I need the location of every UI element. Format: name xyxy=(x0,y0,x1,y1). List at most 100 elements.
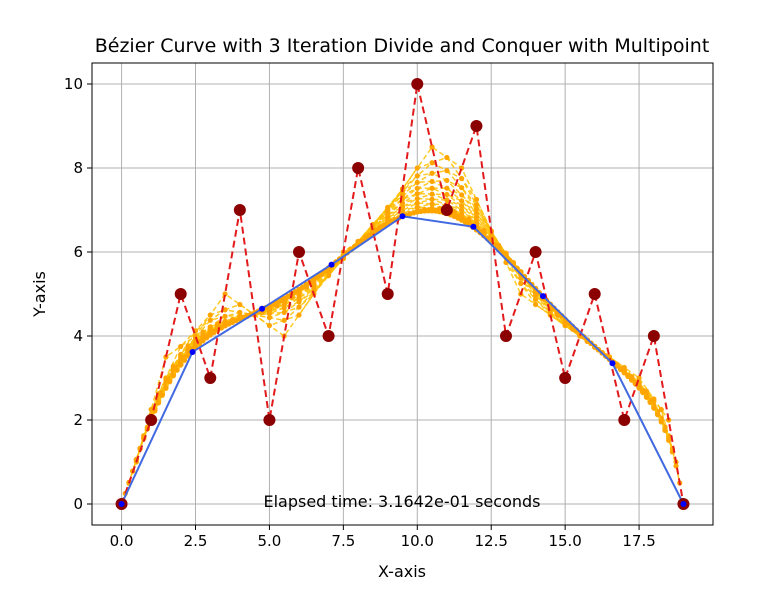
series-layer xyxy=(115,78,690,510)
intermediate-point xyxy=(296,299,302,305)
y-tick-label: 2 xyxy=(73,411,83,429)
curve-point xyxy=(609,360,616,367)
intermediate-point xyxy=(425,208,431,214)
intermediate-line xyxy=(409,207,677,463)
intermediate-point xyxy=(281,317,287,323)
intermediate-point xyxy=(459,207,465,213)
curve-point xyxy=(118,501,125,507)
x-tick-label: 15.0 xyxy=(548,532,581,550)
axis-ticks: 0.0 2.5 5.0 7.5 10.0 12.5 15.0 17.5 0 2 4 6 8 10 xyxy=(64,75,656,550)
intermediate-point xyxy=(473,206,480,212)
intermediate-point xyxy=(203,335,210,341)
intermediate-point xyxy=(532,301,539,308)
intermediate-point xyxy=(266,315,273,321)
intermediate-point xyxy=(658,419,664,425)
curve-point xyxy=(259,305,266,312)
control-point xyxy=(263,414,276,426)
control-point xyxy=(529,246,542,258)
intermediate-point xyxy=(429,144,435,150)
y-tick-label: 8 xyxy=(73,159,83,177)
intermediate-point xyxy=(300,284,306,290)
intermediate-point xyxy=(636,385,642,391)
curve-point xyxy=(328,261,335,268)
y-tick-label: 6 xyxy=(73,243,83,261)
y-tick-label: 10 xyxy=(64,75,83,93)
control-point xyxy=(352,162,365,174)
intermediate-point xyxy=(414,196,420,202)
intermediate-line xyxy=(128,218,396,484)
intermediate-point xyxy=(429,160,435,166)
intermediate-point xyxy=(292,289,298,295)
control-point xyxy=(174,288,187,300)
intermediate-point xyxy=(178,343,184,350)
intermediate-point xyxy=(647,399,653,406)
intermediate-point xyxy=(429,170,435,176)
intermediate-point xyxy=(167,379,173,385)
y-tick-label: 0 xyxy=(73,495,83,513)
control-point xyxy=(381,288,394,300)
intermediate-point xyxy=(163,385,169,391)
intermediate-point xyxy=(625,373,631,379)
intermediate-line xyxy=(131,313,252,472)
intermediate-point xyxy=(414,179,420,186)
intermediate-line xyxy=(135,222,389,460)
intermediate-point xyxy=(643,394,650,400)
intermediate-point xyxy=(296,312,302,318)
intermediate-point xyxy=(444,177,450,184)
intermediate-point xyxy=(654,412,661,418)
intermediate-point xyxy=(222,307,228,313)
intermediate-point xyxy=(651,405,657,411)
control-point xyxy=(588,288,601,300)
intermediate-point xyxy=(662,427,668,433)
intermediate-point xyxy=(181,357,188,363)
curve-point xyxy=(539,293,546,300)
curve-point xyxy=(189,348,196,355)
control-point xyxy=(559,372,572,384)
intermediate-point xyxy=(518,280,524,287)
intermediate-point xyxy=(296,286,302,293)
intermediate-point xyxy=(207,317,213,323)
control-point xyxy=(145,414,158,426)
control-point xyxy=(470,120,483,132)
intermediate-point xyxy=(207,332,213,338)
intermediate-point xyxy=(429,185,435,191)
curve-point xyxy=(680,501,687,507)
intermediate-point xyxy=(429,178,435,185)
intermediate-point xyxy=(155,400,162,406)
intermediate-point xyxy=(414,165,420,171)
intermediate-point xyxy=(429,191,435,197)
control-point xyxy=(293,246,305,258)
intermediate-line xyxy=(432,210,514,265)
intermediate-line xyxy=(128,311,255,483)
intermediate-point xyxy=(200,338,206,344)
intermediate-point xyxy=(429,196,435,202)
intermediate-point xyxy=(237,301,243,308)
intermediate-point xyxy=(170,373,176,379)
intermediate-point xyxy=(178,362,184,368)
intermediate-point xyxy=(444,197,450,203)
x-tick-label: 0.0 xyxy=(110,532,134,550)
intermediate-point xyxy=(414,200,420,206)
control-point xyxy=(322,330,335,342)
plot-frame xyxy=(91,62,714,526)
intermediate-point xyxy=(459,185,465,191)
intermediate-point xyxy=(459,198,465,204)
intermediate-point xyxy=(296,304,302,310)
curve-point xyxy=(470,223,477,230)
intermediate-point xyxy=(444,154,450,161)
x-tick-label: 12.5 xyxy=(475,532,508,550)
intermediate-point xyxy=(444,191,450,198)
intermediate-control-lines xyxy=(122,144,683,497)
intermediate-point xyxy=(473,202,480,208)
intermediate-point xyxy=(414,185,420,191)
intermediate-point xyxy=(281,309,287,315)
intermediate-point xyxy=(666,437,672,443)
intermediate-point xyxy=(462,219,468,225)
intermediate-line xyxy=(239,187,566,324)
intermediate-point xyxy=(266,322,273,329)
intermediate-point xyxy=(211,329,217,336)
bezier-curve-line xyxy=(120,215,685,505)
intermediate-point xyxy=(629,377,635,383)
intermediate-point xyxy=(374,227,380,234)
intermediate-line xyxy=(124,310,259,494)
